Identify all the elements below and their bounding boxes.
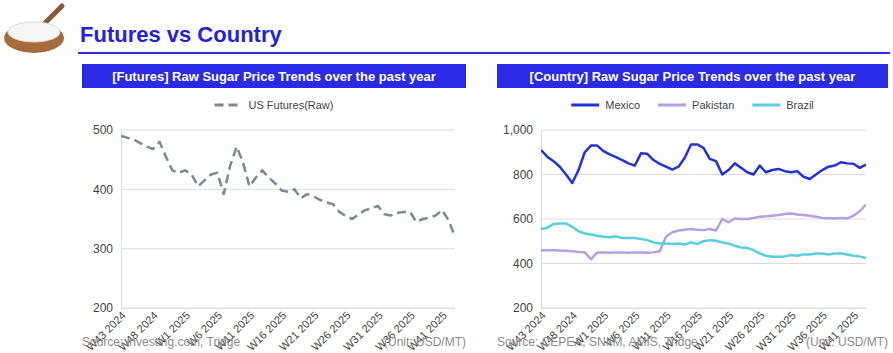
y-axis: 200 300 400 500: [93, 123, 122, 315]
series-line: [541, 144, 866, 182]
source: Source: CEPEA, SNIIM, AMIS, Tridge: [497, 335, 698, 349]
y-axis-line: [541, 131, 542, 309]
legend-label: Pakistan: [692, 99, 734, 111]
legend-item: Brazil: [752, 99, 814, 111]
y-tick-label: 1,000: [503, 123, 533, 137]
source: Source: investing.com, Tridge: [82, 335, 240, 349]
plot-area: [541, 144, 866, 259]
sugar-icon: [4, 6, 64, 53]
y-tick-label: 600: [513, 212, 533, 226]
grid-line: [541, 308, 866, 309]
grid-line: [121, 130, 455, 131]
y-tick: 400: [93, 183, 121, 197]
grid-line: [541, 263, 866, 264]
bowl: [4, 23, 64, 53]
y-tick-label: 300: [93, 242, 113, 256]
y-tick: 600: [513, 212, 541, 226]
legend-swatch: [571, 104, 599, 107]
title-bar: [82, 64, 466, 88]
legend: US Futures(Raw): [215, 99, 334, 111]
unit: (Unit: USD/MT): [806, 335, 888, 349]
y-tick-label: 400: [93, 183, 113, 197]
legend-swatch: [215, 104, 243, 107]
series-line: [541, 205, 866, 260]
y-tick: 1,000: [503, 123, 541, 137]
plot-area: [121, 136, 455, 237]
grid-line: [121, 308, 455, 309]
y-tick: 300: [93, 242, 121, 256]
unit: (Unit: USD/MT): [384, 335, 466, 349]
chart-panel: [Country] Raw Sugar Price Trends over th…: [497, 64, 888, 353]
legend-item: Mexico: [571, 99, 640, 111]
y-axis-line: [121, 131, 122, 309]
y-tick: 500: [93, 123, 121, 137]
series-line: [121, 136, 455, 237]
legend-swatch: [658, 104, 686, 107]
legend-label: Brazil: [786, 99, 814, 111]
grid-line: [121, 248, 455, 249]
title-underline: [78, 52, 890, 54]
y-tick-label: 400: [513, 257, 533, 271]
title-bar: [497, 64, 888, 88]
grid-line: [541, 219, 866, 220]
y-tick-label: 500: [93, 123, 113, 137]
legend-label: US Futures(Raw): [249, 99, 334, 111]
grid-line: [541, 130, 866, 131]
y-tick-label: 200: [513, 301, 533, 315]
x-axis-line: [122, 308, 456, 309]
chart-panel: [Futures] Raw Sugar Price Trends over th…: [82, 64, 466, 353]
page-title: Futures vs Country: [80, 22, 282, 47]
legend-item: US Futures(Raw): [215, 99, 334, 111]
grid: [121, 130, 455, 308]
chart-title: [Futures] Raw Sugar Price Trends over th…: [112, 69, 436, 84]
x-axis-line: [542, 308, 867, 309]
chart-title: [Country] Raw Sugar Price Trends over th…: [530, 69, 856, 84]
y-tick: 800: [513, 168, 541, 182]
legend-item: Pakistan: [658, 99, 734, 111]
legend-swatch: [752, 104, 780, 107]
grid: [541, 130, 866, 308]
y-tick: 400: [513, 257, 541, 271]
legend: Mexico Pakistan Brazil: [571, 99, 814, 111]
y-axis: 200 400 600 800 1,000: [503, 123, 542, 315]
y-tick-label: 200: [93, 301, 113, 315]
sugar: [8, 22, 60, 42]
legend-label: Mexico: [605, 99, 640, 111]
series-line: [541, 223, 866, 257]
grid-line: [121, 189, 455, 190]
y-tick-label: 800: [513, 168, 533, 182]
